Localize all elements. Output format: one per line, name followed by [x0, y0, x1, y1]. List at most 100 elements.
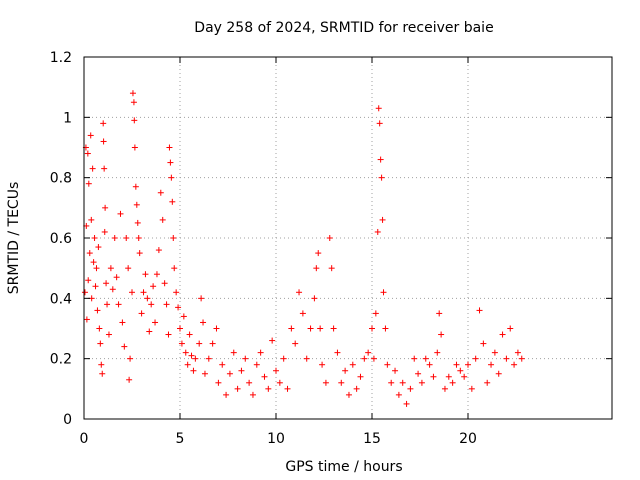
data-point	[121, 343, 128, 350]
data-point	[365, 349, 372, 356]
data-point	[168, 174, 175, 181]
chart-title: Day 258 of 2024, SRMTID for receiver bai…	[194, 20, 493, 36]
data-point	[399, 379, 406, 386]
y-tick-labels: 0 0.2 0.4 0.6 0.8 1 1.2	[50, 50, 72, 428]
data-point	[161, 280, 168, 287]
data-point	[134, 219, 141, 226]
data-point	[238, 367, 245, 374]
data-point	[491, 349, 498, 356]
data-point	[503, 355, 510, 362]
data-point	[257, 349, 264, 356]
data-point	[98, 361, 105, 368]
data-point	[105, 331, 112, 338]
x-tick-label: 10	[267, 431, 285, 447]
data-point	[253, 361, 260, 368]
data-points	[81, 90, 525, 407]
data-point	[180, 313, 187, 320]
data-point	[499, 331, 506, 338]
data-point	[322, 379, 329, 386]
data-point	[144, 295, 151, 302]
data-point	[213, 325, 220, 332]
data-point	[307, 325, 314, 332]
data-point	[131, 144, 138, 151]
data-point	[453, 361, 460, 368]
data-point	[198, 295, 205, 302]
data-point	[226, 370, 233, 377]
data-point	[89, 165, 96, 172]
data-point	[111, 235, 118, 241]
data-point	[280, 355, 287, 362]
data-point	[388, 379, 395, 386]
x-axis-title: GPS time / hours	[285, 459, 402, 475]
data-point	[182, 349, 189, 356]
data-point	[370, 355, 377, 362]
data-point	[265, 385, 272, 392]
data-point	[276, 379, 283, 386]
y-tick-label: 1.2	[50, 50, 72, 66]
data-point	[361, 355, 368, 362]
data-point	[465, 361, 471, 368]
data-point	[468, 385, 475, 392]
data-point	[115, 301, 122, 308]
data-point	[84, 150, 91, 157]
data-point	[511, 361, 518, 368]
data-point	[90, 259, 97, 266]
data-point	[418, 379, 425, 386]
grid	[84, 57, 612, 419]
data-point	[101, 228, 108, 235]
data-point	[445, 373, 452, 380]
data-point	[159, 216, 166, 223]
data-point	[167, 159, 174, 166]
data-point	[269, 337, 276, 344]
data-point	[353, 385, 360, 392]
data-point	[426, 361, 433, 368]
data-point	[188, 352, 195, 359]
data-point	[157, 189, 164, 196]
data-point	[284, 385, 291, 392]
data-point	[127, 355, 134, 362]
data-point	[196, 340, 203, 347]
data-point	[249, 391, 256, 398]
data-point	[303, 355, 310, 362]
data-point	[219, 361, 226, 368]
data-point	[140, 289, 147, 296]
data-point	[201, 370, 208, 377]
data-point	[101, 165, 108, 172]
data-point	[95, 244, 102, 251]
data-point	[178, 340, 185, 347]
data-point	[234, 385, 241, 392]
data-point	[311, 295, 318, 302]
data-point	[190, 367, 197, 374]
data-point	[163, 301, 170, 308]
data-point	[97, 340, 104, 347]
data-point	[407, 385, 414, 392]
data-point	[173, 289, 180, 296]
data-point	[376, 120, 383, 127]
data-point	[129, 90, 136, 97]
data-point	[100, 138, 107, 145]
data-point	[449, 379, 456, 386]
data-point	[152, 319, 159, 326]
data-point	[319, 361, 326, 368]
data-point	[113, 274, 120, 281]
data-point	[480, 340, 487, 347]
data-point	[102, 204, 109, 211]
data-point	[165, 331, 172, 338]
data-point	[129, 289, 135, 296]
data-point	[372, 310, 379, 317]
data-point	[92, 283, 99, 290]
data-point	[441, 385, 448, 392]
data-point	[100, 120, 107, 127]
data-point	[81, 289, 88, 296]
data-point	[369, 325, 375, 332]
data-point	[200, 319, 207, 326]
data-point	[138, 310, 145, 317]
data-point	[107, 265, 114, 272]
data-point	[94, 307, 101, 314]
data-point	[299, 310, 306, 317]
data-point	[86, 250, 93, 257]
data-point	[514, 349, 521, 356]
data-point	[131, 117, 138, 124]
data-point	[357, 373, 364, 380]
data-point	[103, 280, 110, 287]
